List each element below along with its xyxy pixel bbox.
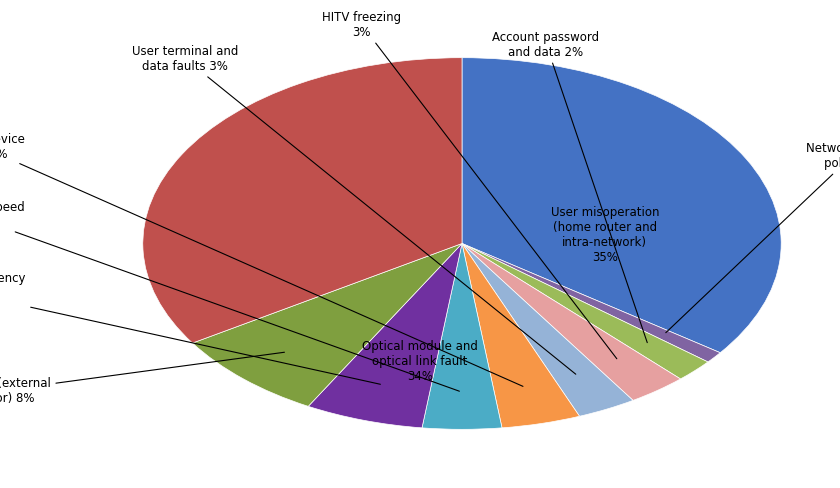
Wedge shape xyxy=(192,244,462,407)
Text: User misoperation
(home router and
intra-network)
35%: User misoperation (home router and intra… xyxy=(550,205,659,263)
Text: Power (external
factor) 8%: Power (external factor) 8% xyxy=(0,352,285,405)
Text: Network egress
policy 1%: Network egress policy 1% xyxy=(666,142,840,333)
Wedge shape xyxy=(462,59,781,353)
Text: Slow network speed
4%: Slow network speed 4% xyxy=(0,201,459,391)
Text: Network device
faults 4%: Network device faults 4% xyxy=(0,132,523,386)
Text: Account password
and data 2%: Account password and data 2% xyxy=(492,31,648,343)
Wedge shape xyxy=(143,59,462,344)
Wedge shape xyxy=(462,244,580,428)
Wedge shape xyxy=(462,244,720,362)
Text: User terminal and
data faults 3%: User terminal and data faults 3% xyxy=(132,45,575,374)
Wedge shape xyxy=(462,244,708,379)
Text: Home visit efficiency
and attitude
6%: Home visit efficiency and attitude 6% xyxy=(0,271,381,385)
Text: HITV freezing
3%: HITV freezing 3% xyxy=(322,11,617,359)
Text: Optical module and
optical link fault
34%: Optical module and optical link fault 34… xyxy=(362,340,478,383)
Wedge shape xyxy=(422,244,502,429)
Wedge shape xyxy=(462,244,680,401)
Wedge shape xyxy=(308,244,462,428)
Wedge shape xyxy=(462,244,633,416)
